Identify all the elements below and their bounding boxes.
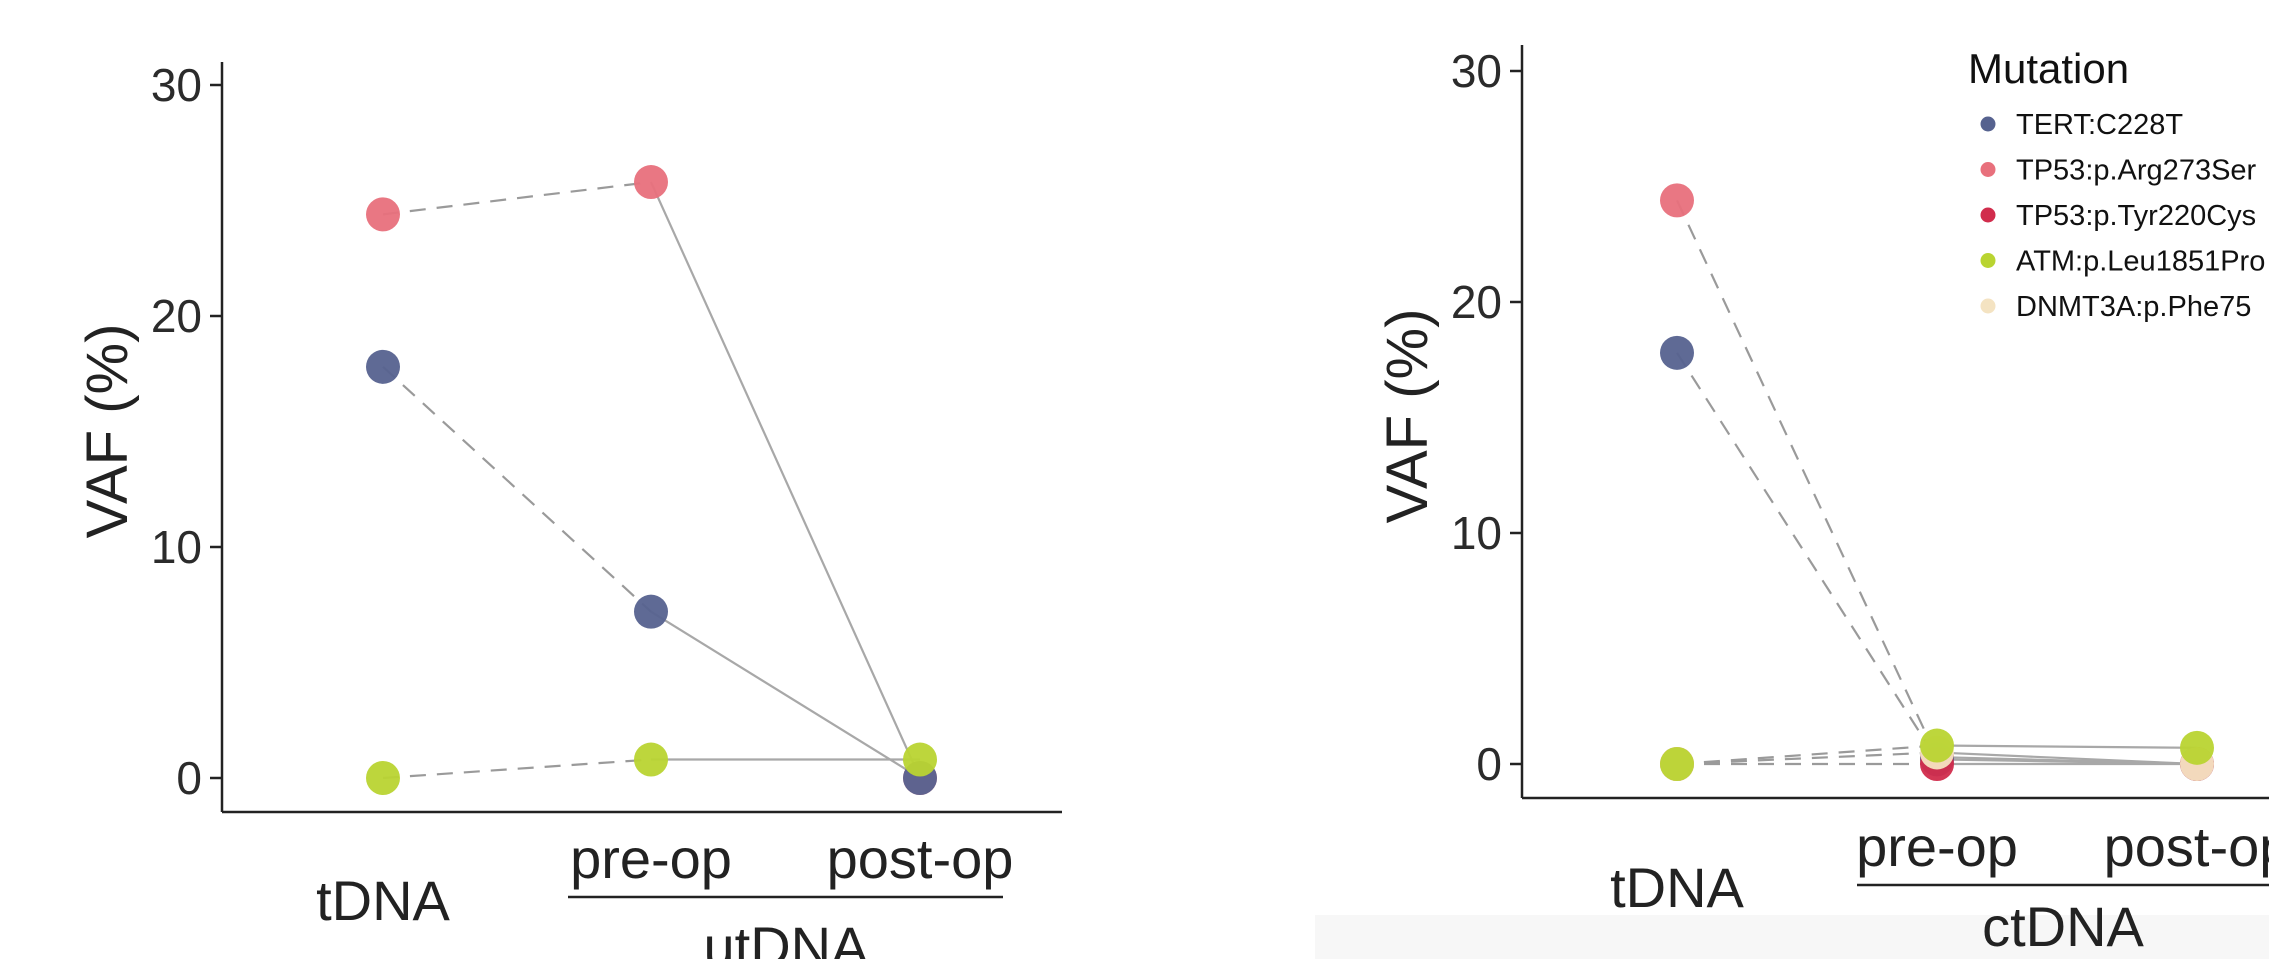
connector-atm-p-leu1851pro-tdna-to-preop [382,758,652,780]
x-label-preop: pre-op [1856,815,2018,878]
point-tp53-p-arg273ser-pre-op [634,165,668,200]
point-tp53-p-arg273ser-tdna [1660,183,1694,218]
data-points [366,165,937,795]
legend-key-atm-p-leu1851pro [1980,253,1996,268]
panel-2-backdrop [1315,915,2269,959]
connector-lines [382,180,922,780]
panel-ctdna: VAF (%) 0 10 20 30 tDNA pre-op post-op ctDN… [1375,45,2269,958]
legend-label-tp53-p-tyr220cys: TP53:p.Tyr220Cys [2016,200,2256,232]
legend-key-tp53-p-arg273ser [1980,162,1996,177]
point-tert-c228t-tdna [1660,335,1694,370]
y-ticks: 0 10 20 30 [1451,45,1522,790]
legend-label-tp53-p-arg273ser: TP53:p.Arg273Ser [2016,155,2257,187]
y-tick-label: 30 [1451,45,1502,97]
legend-key-tp53-p-tyr220cys [1980,207,1996,223]
panel-utdna: VAF (%) 0 10 20 30 tDNA pre-op post-op utDN… [75,59,1062,959]
connector-lines [1676,199,2198,766]
legend-label-atm-p-leu1851pro: ATM:p.Leu1851Pro [2016,246,2265,278]
x-label-tdna: tDNA [316,869,450,932]
point-atm-p-leu1851pro-tdna [366,761,400,795]
legend-label-tert-c228t: TERT:C228T [2016,109,2183,141]
legend-key-dnmt3a-p-phe75 [1980,298,1996,314]
connector-tert-c228t-tdna-to-preop [1676,352,1938,760]
connector-tert-c228t-tdna-to-preop [382,366,652,613]
x-label-postop: post-op [827,827,1014,890]
point-atm-p-leu1851pro-post-op [2180,730,2214,765]
point-atm-p-leu1851pro-pre-op [634,742,668,777]
y-tick-label: 30 [151,59,202,111]
point-atm-p-leu1851pro-post-op [903,742,937,777]
y-tick-label: 0 [176,752,202,804]
y-tick-label: 0 [1476,738,1502,790]
y-tick-label: 10 [151,521,202,573]
y-ticks: 0 10 20 30 [151,59,222,804]
x-label-tdna: tDNA [1610,856,1744,919]
point-tert-c228t-pre-op [634,594,668,629]
connector-tp53-p-arg273ser-tdna-to-preop [1676,199,1938,758]
group-label: utDNA [704,915,870,959]
legend-title: Mutation [1968,45,2129,92]
legend: Mutation TERT:C228T TP53:p.Arg273Ser TP53:… [1968,45,2265,323]
x-label-postop: post-op [2104,815,2269,878]
y-axis-title: VAF (%) [1375,309,1440,524]
group-label: ctDNA [1982,895,2144,958]
point-tert-c228t-tdna [366,349,400,384]
connector-dnmt3a-p-phe75-preop-to-postop [1936,751,2198,766]
connector-tp53-p-arg273ser-tdna-to-preop [382,180,652,216]
connector-tert-c228t-preop-to-postop [650,610,921,779]
connector-dnmt3a-p-phe75-tdna-to-preop [1676,751,1938,766]
legend-key-tert-c228t [1980,116,1996,132]
connector-atm-p-leu1851pro-tdna-to-preop [1676,744,1938,766]
y-axis-title: VAF (%) [75,324,140,539]
y-tick-label: 10 [1451,507,1502,559]
connector-tp53-p-arg273ser-preop-to-postop [649,181,922,779]
point-tp53-p-arg273ser-tdna [366,197,400,232]
point-atm-p-leu1851pro-pre-op [1920,728,1954,763]
connector-atm-p-leu1851pro-preop-to-postop [1936,744,2198,749]
x-label-preop: pre-op [570,827,732,890]
point-atm-p-leu1851pro-tdna [1660,747,1694,781]
y-tick-label: 20 [1451,276,1502,328]
y-tick-label: 20 [151,290,202,342]
data-points [1660,183,2214,781]
legend-label-dnmt3a-p-phe75: DNMT3A:p.Phe75 [2016,291,2251,323]
